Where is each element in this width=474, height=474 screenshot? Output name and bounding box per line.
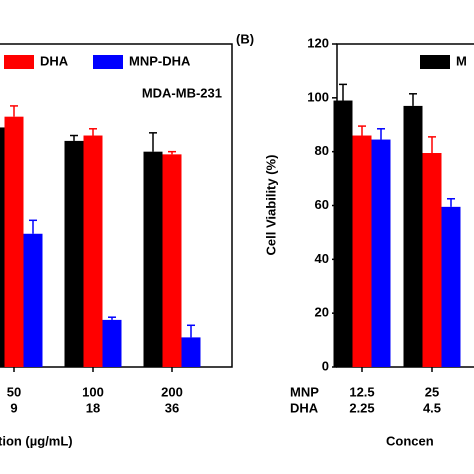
x-tick-label: 36	[165, 400, 179, 415]
y-tick-label: 60	[315, 197, 329, 212]
x-tick-label: 25	[425, 384, 439, 399]
y-tick-label: 80	[315, 143, 329, 158]
legend-label: M	[456, 53, 467, 68]
bar	[333, 100, 353, 368]
x-axis-label: tion (µg/mL)	[0, 433, 73, 448]
bar	[422, 153, 442, 367]
x-tick-label: 12.5	[349, 384, 374, 399]
y-axis-label: Cell Viability (%)	[263, 155, 278, 256]
bar	[162, 154, 182, 367]
bar	[83, 135, 103, 367]
bar	[441, 206, 461, 367]
bar	[143, 151, 163, 367]
annotation: MDA-MB-231	[142, 85, 222, 100]
bar	[0, 127, 5, 367]
bar	[102, 319, 122, 367]
bar	[181, 337, 201, 367]
y-tick-label: 40	[315, 251, 329, 266]
y-tick-label: 0	[322, 358, 329, 373]
x-tick-label: 2.25	[349, 400, 374, 415]
bar	[4, 116, 24, 367]
legend-label: DHA	[40, 53, 69, 68]
x-tick-label: 9	[10, 400, 17, 415]
bar	[23, 233, 43, 367]
x-tick-label: 50	[7, 384, 21, 399]
legend-swatch	[93, 55, 123, 69]
bar	[403, 105, 423, 368]
y-tick-label: 20	[315, 305, 329, 320]
x-tick-label: 18	[86, 400, 100, 415]
legend-swatch	[4, 55, 34, 69]
bar	[64, 140, 84, 367]
row-label: DHA	[290, 400, 319, 415]
x-tick-label: 200	[161, 384, 183, 399]
bar	[352, 135, 372, 367]
legend-swatch	[420, 55, 450, 69]
legend-label: MNP-DHA	[129, 53, 191, 68]
x-axis-label: Concen	[386, 433, 434, 448]
panel-label: (B)	[236, 31, 254, 46]
row-label: MNP	[290, 384, 319, 399]
x-tick-label: 100	[82, 384, 104, 399]
bar	[371, 139, 391, 367]
x-tick-label: 4.5	[423, 400, 441, 415]
y-tick-label: 100	[307, 89, 329, 104]
y-tick-label: 120	[307, 35, 329, 50]
